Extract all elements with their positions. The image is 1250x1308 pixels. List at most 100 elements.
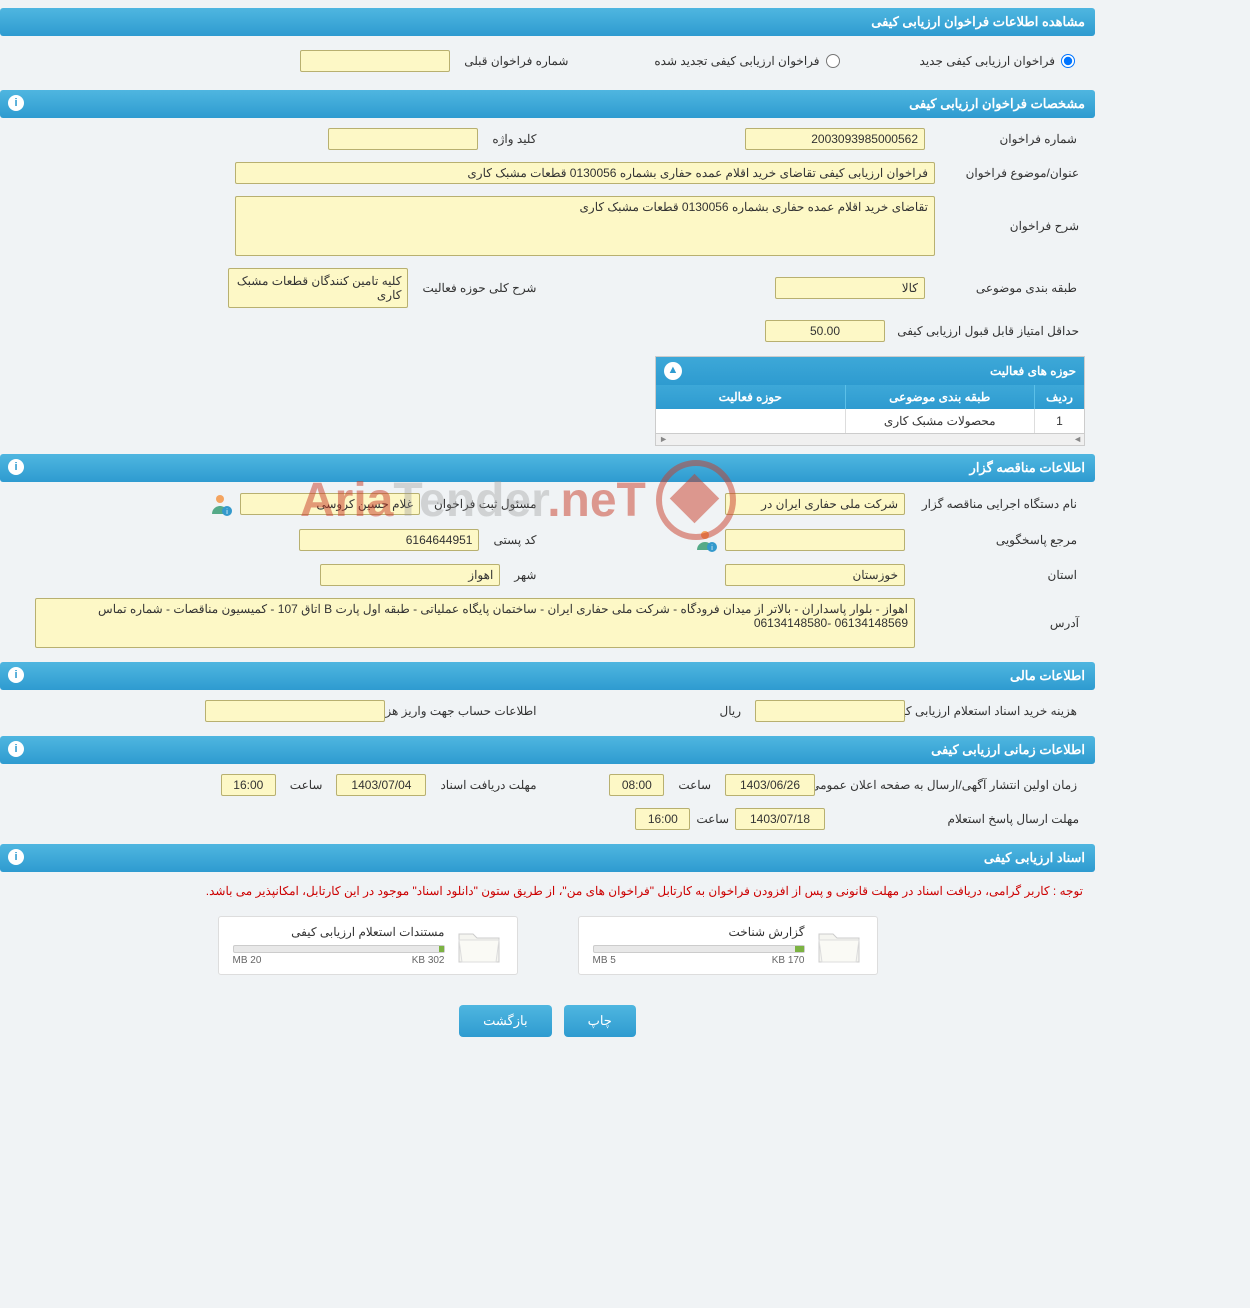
doc-max: 20 MB	[233, 955, 262, 966]
back-button[interactable]: بازگشت	[459, 1005, 551, 1037]
radio-renewed[interactable]: فراخوان ارزیابی کیفی تجدید شده	[654, 54, 839, 68]
scroll-left-icon[interactable]: ◄	[1072, 434, 1082, 444]
spec-header: مشخصات فراخوان ارزیابی کیفی i	[0, 90, 1095, 118]
activity-grid: حوزه های فعالیت ▲ ردیف طبقه بندی موضوعی …	[655, 356, 1085, 446]
radio-renewed-label: فراخوان ارزیابی کیفی تجدید شده	[654, 54, 819, 68]
title-label: عنوان/موضوع فراخوان	[935, 166, 1085, 180]
radio-new-label: فراخوان ارزیابی کیفی جدید	[920, 54, 1055, 68]
doc-title: مستندات استعلام ارزیابی کیفی	[233, 925, 445, 939]
timing-header-text: اطلاعات زمانی ارزیابی کیفی	[931, 742, 1085, 757]
city-field: اهواز	[320, 564, 500, 586]
keyword-label: کلید واژه	[486, 132, 542, 146]
prev-call-label: شماره فراخوان قبلی	[458, 54, 574, 68]
org-field: شرکت ملی حفاری ایران در	[725, 493, 905, 515]
desc-field: تقاضای خرید اقلام عمده حفاری بشماره 0130…	[235, 196, 935, 256]
info-icon[interactable]: i	[8, 459, 24, 475]
main-header: مشاهده اطلاعات فراخوان ارزیابی کیفی	[0, 8, 1095, 36]
address-label: آدرس	[915, 616, 1085, 630]
address-field: اهواز - بلوار پاسداران - بالاتر از میدان…	[35, 598, 915, 648]
response-date-field: 1403/07/18	[735, 808, 825, 830]
grid-col-row: ردیف	[1034, 385, 1084, 409]
progress-bar	[233, 945, 445, 953]
org-label: نام دستگاه اجرایی مناقصه گزار	[913, 497, 1083, 511]
info-icon[interactable]: i	[8, 667, 24, 683]
province-field: خوزستان	[725, 564, 905, 586]
cost-field	[755, 700, 905, 722]
currency-label: ریال	[713, 704, 747, 718]
doc-item[interactable]: گزارش شناخت 170 KB 5 MB	[578, 916, 878, 975]
response-time-field: 16:00	[635, 808, 690, 830]
print-button[interactable]: چاپ	[564, 1005, 636, 1037]
grid-cell-n: 1	[1034, 409, 1084, 433]
doc-max: 5 MB	[593, 955, 616, 966]
grid-cell-cat: محصولات مشبک کاری	[845, 409, 1035, 433]
radio-new[interactable]: فراخوان ارزیابی کیفی جدید	[920, 54, 1075, 68]
financial-header: اطلاعات مالی i	[0, 662, 1095, 690]
account-field	[205, 700, 385, 722]
folder-icon	[455, 926, 503, 966]
scope-label: شرح کلی حوزه فعالیت	[416, 281, 542, 295]
radio-renewed-input[interactable]	[826, 54, 840, 68]
tenderer-header-text: اطلاعات مناقصه گزار	[970, 460, 1085, 475]
call-no-field: 2003093985000562	[745, 128, 925, 150]
deadline-time-field: 16:00	[221, 774, 276, 796]
cat-label: طبقه بندی موضوعی	[933, 281, 1083, 295]
grid-col-cat: طبقه بندی موضوعی	[845, 385, 1035, 409]
person-icon: i	[208, 492, 232, 516]
doc-item[interactable]: مستندات استعلام ارزیابی کیفی 302 KB 20 M…	[218, 916, 518, 975]
grid-col-act: حوزه فعالیت	[656, 385, 845, 409]
docs-header: اسناد ارزیابی کیفی i	[0, 844, 1095, 872]
account-label: اطلاعات حساب جهت واریز هزینه خرید اسناد	[393, 704, 543, 718]
prev-call-field	[300, 50, 450, 72]
deadline-label: مهلت دریافت اسناد	[434, 778, 542, 792]
grid-scrollbar[interactable]: ◄ ►	[656, 433, 1084, 445]
doc-title: گزارش شناخت	[593, 925, 805, 939]
call-type-row: فراخوان ارزیابی کیفی جدید فراخوان ارزیاب…	[0, 40, 1095, 82]
tenderer-header: اطلاعات مناقصه گزار i	[0, 454, 1095, 482]
reg-label: مسئول ثبت فراخوان	[428, 497, 543, 511]
docs-notice: توجه : کاربر گرامی، دریافت اسناد در مهلت…	[0, 876, 1095, 906]
desc-label: شرح فراخوان	[935, 219, 1085, 233]
publish-label: زمان اولین انتشار آگهی/ارسال به صفحه اعل…	[823, 778, 1083, 792]
city-label: شهر	[508, 568, 542, 582]
response-label: مهلت ارسال پاسخ استعلام	[825, 812, 1085, 826]
doc-size: 170 KB	[772, 955, 805, 966]
info-icon[interactable]: i	[8, 849, 24, 865]
progress-bar	[593, 945, 805, 953]
postal-field: 6164644951	[299, 529, 479, 551]
docs-header-text: اسناد ارزیابی کیفی	[984, 850, 1085, 865]
publish-date-field: 1403/06/26	[725, 774, 815, 796]
resp-label: مرجع پاسخگویی	[913, 533, 1083, 547]
scope-field: کلیه تامین کنندگان قطعات مشبک کاری	[228, 268, 408, 308]
min-score-label: حداقل امتیاز قابل قبول ارزیابی کیفی	[885, 324, 1085, 338]
scroll-right-icon[interactable]: ►	[658, 434, 668, 444]
title-field: فراخوان ارزیابی کیفی تقاضای خرید اقلام ع…	[235, 162, 935, 184]
grid-cell-act	[656, 409, 845, 433]
info-icon[interactable]: i	[8, 741, 24, 757]
province-label: استان	[913, 568, 1083, 582]
time-word: ساعت	[690, 812, 735, 826]
financial-header-text: اطلاعات مالی	[1010, 668, 1085, 683]
person-icon: i	[693, 528, 717, 552]
call-no-label: شماره فراخوان	[933, 132, 1083, 146]
deadline-date-field: 1403/07/04	[336, 774, 426, 796]
keyword-field	[328, 128, 478, 150]
min-score-field: 50.00	[765, 320, 885, 342]
doc-size: 302 KB	[412, 955, 445, 966]
main-header-text: مشاهده اطلاعات فراخوان ارزیابی کیفی	[871, 14, 1085, 29]
folder-icon	[815, 926, 863, 966]
cat-field: کالا	[775, 277, 925, 299]
table-row: 1 محصولات مشبک کاری	[656, 409, 1084, 433]
publish-time-field: 08:00	[609, 774, 664, 796]
cost-label: هزینه خرید اسناد استعلام ارزیابی کیفی	[913, 704, 1083, 718]
resp-field	[725, 529, 905, 551]
info-icon[interactable]: i	[8, 95, 24, 111]
spec-header-text: مشخصات فراخوان ارزیابی کیفی	[909, 96, 1085, 111]
collapse-icon[interactable]: ▲	[664, 362, 682, 380]
radio-new-input[interactable]	[1061, 54, 1075, 68]
reg-field: غلام حسین کروسی	[240, 493, 420, 515]
time-word: ساعت	[284, 778, 329, 792]
grid-title: حوزه های فعالیت	[990, 364, 1076, 378]
time-word: ساعت	[672, 778, 717, 792]
postal-label: کد پستی	[487, 533, 542, 547]
